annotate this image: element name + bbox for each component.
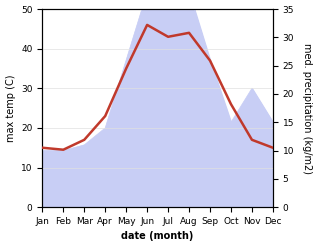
Y-axis label: med. precipitation (kg/m2): med. precipitation (kg/m2) <box>302 43 313 174</box>
X-axis label: date (month): date (month) <box>121 231 194 242</box>
Y-axis label: max temp (C): max temp (C) <box>5 74 16 142</box>
